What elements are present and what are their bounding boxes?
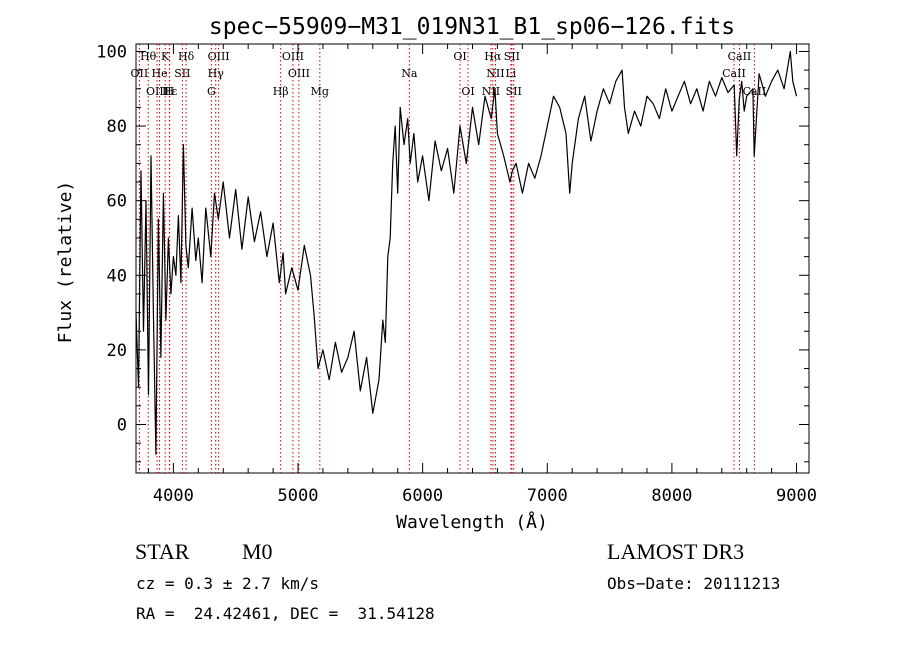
- x-tick-label: 4000: [153, 486, 194, 506]
- line-label: Na: [401, 67, 418, 80]
- line-label: NII: [486, 67, 504, 80]
- object-subclass: M0: [242, 539, 273, 564]
- chart-title: spec−55909−M31_019N31_B1_sp06−126.fits: [209, 14, 735, 40]
- x-tick-label: 9000: [776, 486, 817, 506]
- x-tick-label: 6000: [402, 486, 443, 506]
- line-label: Hδ: [178, 50, 195, 63]
- line-label: OIII: [208, 50, 230, 63]
- line-label: K: [161, 50, 170, 63]
- line-label: SII: [504, 50, 520, 63]
- line-label: OIII: [282, 50, 304, 63]
- line-label: Hε: [162, 85, 178, 98]
- x-axis-label: Wavelength (Å): [396, 511, 548, 533]
- spectrum-line: [135, 50, 798, 455]
- line-label: He: [152, 67, 168, 80]
- x-tick-label: 8000: [651, 486, 692, 506]
- line-label: OI: [461, 85, 474, 98]
- y-tick-label: 40: [107, 266, 127, 286]
- redshift-cz: cz = 0.3 ± 2.7 km/s: [136, 574, 320, 593]
- line-label: Hβ: [273, 85, 289, 98]
- survey-name: LAMOST DR3: [607, 539, 745, 564]
- line-label: OIII: [146, 85, 168, 98]
- obs-date: Obs−Date: 20111213: [607, 574, 781, 593]
- line-label: H: [165, 85, 175, 98]
- spectral-line-markers: [138, 44, 755, 473]
- line-label: Mg: [311, 85, 329, 98]
- y-tick-label: 0: [117, 416, 127, 436]
- line-label: SII: [506, 85, 522, 98]
- line-label: Li: [505, 67, 516, 80]
- line-label: OII: [131, 67, 149, 80]
- line-label: CaII: [728, 50, 752, 63]
- y-tick-label: 60: [107, 192, 127, 212]
- line-label: G: [207, 85, 216, 98]
- line-label: CaII: [722, 67, 746, 80]
- x-tick-label: 7000: [527, 486, 568, 506]
- line-label: OIII: [288, 67, 310, 80]
- line-label: Hθ: [140, 50, 157, 63]
- line-label: Hα: [484, 50, 502, 63]
- x-tick-label: 5000: [278, 486, 319, 506]
- y-tick-label: 20: [107, 341, 127, 361]
- line-label: OI: [453, 50, 466, 63]
- y-axis-ticks: 0 20 40 60 80 100: [96, 42, 809, 463]
- y-tick-label: 80: [107, 117, 127, 137]
- line-label: SII: [174, 67, 190, 80]
- y-tick-label: 100: [96, 42, 127, 62]
- coordinates: RA = 24.42461, DEC = 31.54128: [136, 604, 435, 623]
- y-axis-label: Flux (relative): [55, 181, 76, 344]
- line-label: Hγ: [208, 67, 225, 80]
- x-axis-ticks: 4000 5000 6000 7000 8000 9000: [147, 44, 817, 506]
- object-class: STAR: [135, 539, 190, 564]
